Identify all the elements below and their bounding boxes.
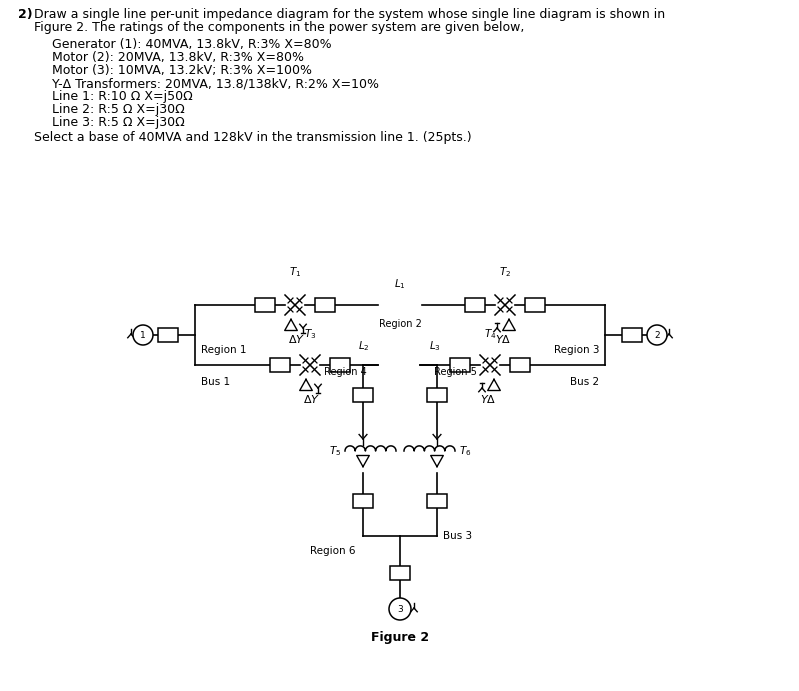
Bar [390, 566, 410, 580]
Text: Draw a single line per-unit impedance diagram for the system whose single line d: Draw a single line per-unit impedance di… [34, 8, 665, 21]
Text: $T_6$: $T_6$ [459, 444, 471, 458]
Text: $Y\Delta$: $Y\Delta$ [480, 393, 496, 405]
Circle shape [389, 598, 411, 620]
Text: $T_5$: $T_5$ [328, 444, 341, 458]
Bar [525, 298, 545, 312]
Text: Bus 1: Bus 1 [201, 377, 230, 387]
Text: $\Delta Y$: $\Delta Y$ [288, 333, 305, 345]
Text: 3: 3 [397, 605, 403, 614]
Text: Figure 2: Figure 2 [371, 631, 429, 644]
Bar [315, 298, 335, 312]
Bar [622, 328, 642, 342]
Text: Line 1: R:10 Ω X=j50Ω: Line 1: R:10 Ω X=j50Ω [52, 90, 193, 103]
Text: Region 1: Region 1 [201, 345, 247, 355]
Bar [255, 298, 275, 312]
Bar [450, 358, 470, 372]
Text: Motor (3): 10MVA, 13.2kV; R:3% X=100%: Motor (3): 10MVA, 13.2kV; R:3% X=100% [52, 64, 312, 77]
Text: 2: 2 [654, 330, 660, 339]
Text: Generator (1): 40MVA, 13.8kV, R:3% X=80%: Generator (1): 40MVA, 13.8kV, R:3% X=80% [52, 38, 332, 51]
Text: 1: 1 [140, 330, 146, 339]
Text: Region 5: Region 5 [434, 367, 476, 377]
Bar [330, 358, 350, 372]
Text: $Y\Delta$: $Y\Delta$ [495, 333, 511, 345]
Text: $T_2$: $T_2$ [499, 265, 511, 279]
Bar [353, 388, 373, 402]
Text: $T_1$: $T_1$ [289, 265, 301, 279]
Text: $T_3$: $T_3$ [304, 328, 316, 341]
Text: Motor (2): 20MVA, 13.8kV, R:3% X=80%: Motor (2): 20MVA, 13.8kV, R:3% X=80% [52, 51, 304, 64]
Bar [465, 298, 485, 312]
Text: Line 3: R:5 Ω X=j30Ω: Line 3: R:5 Ω X=j30Ω [52, 116, 185, 129]
Text: Select a base of 40MVA and 128kV in the transmission line 1. (25pts.): Select a base of 40MVA and 128kV in the … [34, 131, 471, 144]
Text: $T_4$: $T_4$ [483, 328, 496, 341]
Text: Figure 2. The ratings of the components in the power system are given below,: Figure 2. The ratings of the components … [34, 21, 524, 34]
Text: 2): 2) [18, 8, 33, 21]
Bar [427, 388, 447, 402]
Text: Region 2: Region 2 [379, 319, 421, 329]
Text: Region 4: Region 4 [324, 367, 367, 377]
Text: Bus 2: Bus 2 [570, 377, 599, 387]
Text: $L_2$: $L_2$ [358, 339, 370, 353]
Bar [353, 494, 373, 508]
Text: $L_3$: $L_3$ [429, 339, 441, 353]
Text: Y-Δ Transformers: 20MVA, 13.8/138kV, R:2% X=10%: Y-Δ Transformers: 20MVA, 13.8/138kV, R:2… [52, 77, 379, 90]
Text: $\Delta Y$: $\Delta Y$ [304, 393, 320, 405]
Bar [270, 358, 290, 372]
Text: Line 2: R:5 Ω X=j30Ω: Line 2: R:5 Ω X=j30Ω [52, 103, 185, 116]
Bar [427, 494, 447, 508]
Text: Region 6: Region 6 [309, 546, 355, 556]
Text: $L_1$: $L_1$ [394, 277, 406, 291]
Bar [158, 328, 178, 342]
Circle shape [133, 325, 153, 345]
Text: Bus 3: Bus 3 [443, 531, 472, 541]
Text: Region 3: Region 3 [554, 345, 599, 355]
Circle shape [647, 325, 667, 345]
Bar [510, 358, 530, 372]
